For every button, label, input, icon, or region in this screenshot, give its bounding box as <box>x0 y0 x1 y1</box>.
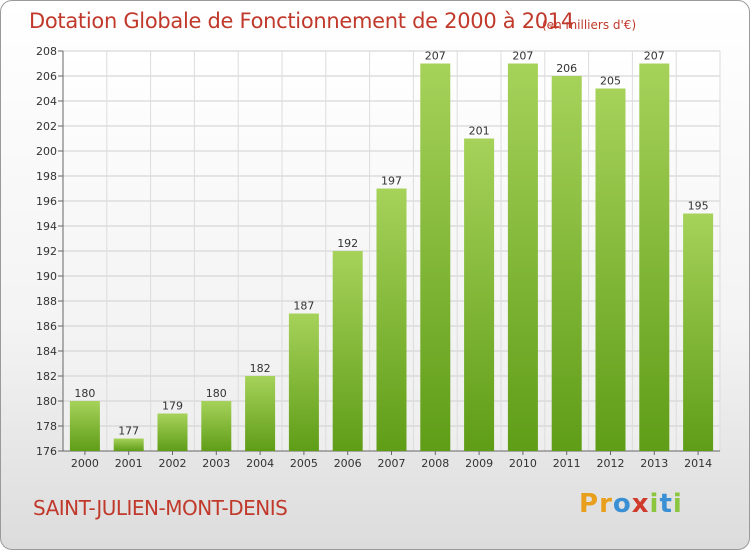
data-label: 187 <box>293 300 314 313</box>
data-label: 206 <box>556 62 577 75</box>
bar <box>639 63 670 451</box>
x-tick-label: 2005 <box>290 457 318 470</box>
y-tick-label: 186 <box>36 320 57 333</box>
y-tick-label: 204 <box>36 95 57 108</box>
bar <box>245 376 276 451</box>
bar <box>595 88 626 451</box>
bar <box>464 138 495 451</box>
data-label: 182 <box>250 362 271 375</box>
bar <box>551 76 582 451</box>
y-tick-label: 190 <box>36 270 57 283</box>
y-tick-label: 196 <box>36 195 57 208</box>
logo-letter: r <box>599 489 613 519</box>
y-tick-label: 192 <box>36 245 57 258</box>
x-tick-label: 2003 <box>202 457 230 470</box>
y-tick-label: 202 <box>36 120 57 133</box>
x-tick-label: 2010 <box>509 457 537 470</box>
x-tick-label: 2006 <box>334 457 362 470</box>
bar <box>376 188 407 451</box>
data-label: 180 <box>206 387 227 400</box>
data-label: 180 <box>74 387 95 400</box>
logo-letter: x <box>631 489 650 519</box>
bar <box>69 401 100 451</box>
y-tick-label: 198 <box>36 170 57 183</box>
data-label: 201 <box>469 125 490 138</box>
logo-letter: o <box>612 489 632 519</box>
y-tick-label: 184 <box>36 345 57 358</box>
bar <box>201 401 232 451</box>
x-tick-label: 2009 <box>465 457 493 470</box>
x-tick-label: 2012 <box>597 457 625 470</box>
data-label: 207 <box>425 50 446 63</box>
chart-subtitle: (en milliers d'€) <box>542 18 637 32</box>
logo-letter: t <box>659 489 673 519</box>
x-tick-label: 2001 <box>115 457 143 470</box>
y-tick-label: 208 <box>36 45 57 58</box>
x-tick-label: 2013 <box>640 457 668 470</box>
y-tick-label: 178 <box>36 420 57 433</box>
data-label: 205 <box>600 75 621 88</box>
chart-title: Dotation Globale de Fonctionnement de 20… <box>29 9 574 33</box>
logo-letter: i <box>649 489 660 519</box>
data-label: 179 <box>162 400 183 413</box>
bar <box>507 63 538 451</box>
bar <box>683 213 714 451</box>
bar <box>157 413 188 451</box>
y-tick-label: 188 <box>36 295 57 308</box>
data-label: 207 <box>512 50 533 63</box>
y-tick-label: 206 <box>36 70 57 83</box>
data-label: 195 <box>688 200 709 213</box>
bar <box>288 313 319 451</box>
x-tick-label: 2004 <box>246 457 274 470</box>
bar <box>113 438 144 451</box>
bar <box>332 251 363 451</box>
commune-name: SAINT-JULIEN-MONT-DENIS <box>33 496 288 520</box>
x-tick-label: 2008 <box>421 457 449 470</box>
proxiti-logo[interactable]: Proxiti <box>579 489 683 519</box>
y-tick-label: 182 <box>36 370 57 383</box>
x-tick-label: 2002 <box>159 457 187 470</box>
data-label: 197 <box>381 175 402 188</box>
x-tick-label: 2000 <box>71 457 99 470</box>
y-tick-label: 194 <box>36 220 57 233</box>
y-tick-label: 200 <box>36 145 57 158</box>
data-label: 192 <box>337 237 358 250</box>
data-label: 177 <box>118 425 139 438</box>
y-tick-label: 176 <box>36 445 57 458</box>
x-tick-label: 2014 <box>684 457 712 470</box>
x-tick-label: 2011 <box>553 457 581 470</box>
logo-letter: i <box>672 489 683 519</box>
logo-letter: P <box>579 489 600 519</box>
y-tick-label: 180 <box>36 395 57 408</box>
bar <box>420 63 451 451</box>
data-label: 207 <box>644 50 665 63</box>
x-tick-label: 2007 <box>378 457 406 470</box>
